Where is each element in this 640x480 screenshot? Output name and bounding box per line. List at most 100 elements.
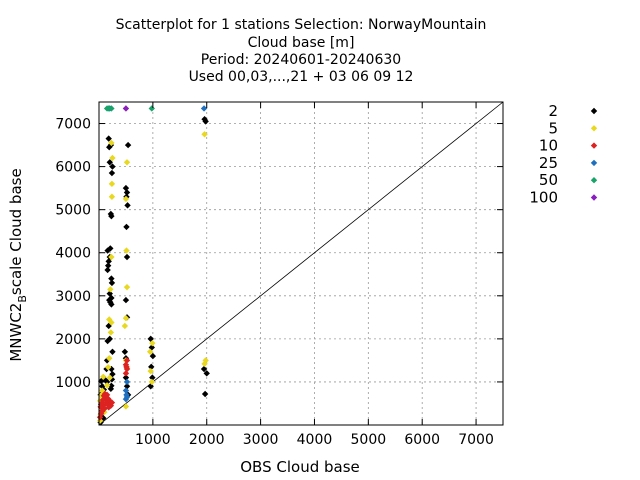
point-2-24 [108,212,115,220]
point-2-66 [202,118,209,125]
point-5-0 [96,417,104,424]
point-2-63 [149,374,156,381]
point-2-18 [104,262,112,269]
point-2-53 [123,189,131,196]
legend-label-50: 50 [539,171,558,189]
point-25-1 [123,378,131,386]
point-5-19 [109,154,116,162]
x-tick-label-6: 7000 [458,432,494,448]
legend-label-5: 5 [548,119,558,137]
y-axis-label-rest: scale Cloud base [7,168,25,295]
diagonal-line [98,101,504,426]
legend-marker-25 [590,159,598,167]
point-50-2 [108,105,115,112]
point-2-31 [108,275,115,282]
legend-marker-2 [590,107,598,115]
point-10-11 [108,399,116,406]
y-tick-label-6: 7000 [55,117,91,133]
legend-label-100: 100 [529,189,558,207]
point-5-22 [122,314,130,322]
y-tick-label-5: 6000 [55,160,91,176]
point-2-28 [106,144,113,151]
series-25 [106,105,208,403]
point-25-5 [123,391,130,399]
series-50 [103,105,155,112]
point-5-24 [123,247,130,254]
legend-label-10: 10 [539,137,558,155]
point-5-16 [108,253,115,261]
point-5-17 [108,193,116,200]
x-tick-label-2: 3000 [243,432,279,448]
point-2-44 [109,348,116,355]
point-2-22 [107,245,114,252]
point-5-20 [108,139,115,147]
point-2-41 [108,376,116,383]
point-5-30 [122,403,130,410]
point-5-14 [106,316,113,323]
title-line-1: Scatterplot for 1 stations Selection: No… [116,17,487,33]
point-2-35 [108,301,115,308]
point-2-69 [201,390,209,398]
series-2 [97,116,210,426]
point-5-34 [149,339,156,347]
point-5-11 [106,374,113,381]
point-50-3 [148,105,155,112]
point-5-35 [201,131,208,138]
point-2-40 [108,382,115,390]
title-line-3: Period: 20240601-20240630 [201,52,401,68]
point-5-6 [100,373,107,380]
x-tick-label-0: 1000 [135,432,171,448]
point-2-62 [148,363,155,371]
point-2-67 [200,365,208,373]
point-2-25 [108,169,116,177]
point-25-6 [200,105,208,112]
point-5-25 [122,195,130,203]
x-axis-label: OBS Cloud base [240,458,360,476]
point-5-13 [108,319,115,326]
point-2-52 [122,184,130,192]
point-25-2 [122,387,130,394]
point-2-43 [108,365,115,373]
point-5-33 [146,348,154,355]
point-100-0 [122,105,130,112]
point-10-24 [123,363,130,371]
x-tick-label-5: 6000 [404,432,440,448]
point-2-49 [123,253,131,261]
point-25-4 [122,395,130,403]
point-5-32 [147,367,154,375]
point-2-36 [106,335,113,343]
point-2-37 [103,378,111,386]
point-5-37 [201,360,208,368]
legend-label-25: 25 [539,154,558,172]
data-points [96,105,210,426]
point-2-51 [124,202,131,209]
point-5-31 [148,378,155,386]
y-tick-label-1: 2000 [55,332,91,348]
point-5-12 [107,329,115,336]
y-axis-label-main: MNWC2 [7,303,25,362]
point-10-19 [104,395,112,402]
point-5-8 [103,382,111,389]
point-2-56 [122,374,130,381]
series-10 [96,357,131,421]
point-2-68 [203,370,210,377]
y-tick-label-2: 3000 [55,289,91,305]
point-2-6 [97,377,105,385]
legend-marker-50 [590,177,598,184]
axis-ticks: 1000 2000 3000 4000 5000 6000 7000 1000 2000 3000… [55,102,503,448]
y-axis-label-sub: B [16,295,29,303]
y-tick-label-3: 4000 [55,246,91,262]
legend-marker-100 [590,194,598,201]
point-5-15 [107,286,114,293]
point-2-57 [123,383,131,390]
point-2-16 [106,290,113,297]
point-10-8 [105,404,112,411]
y-tick-label-4: 5000 [55,203,91,219]
point-5-26 [123,159,131,166]
legend-marker-5 [590,125,598,132]
point-10-20 [122,370,130,377]
point-2-33 [108,294,115,302]
legend-marker-10 [590,142,598,149]
